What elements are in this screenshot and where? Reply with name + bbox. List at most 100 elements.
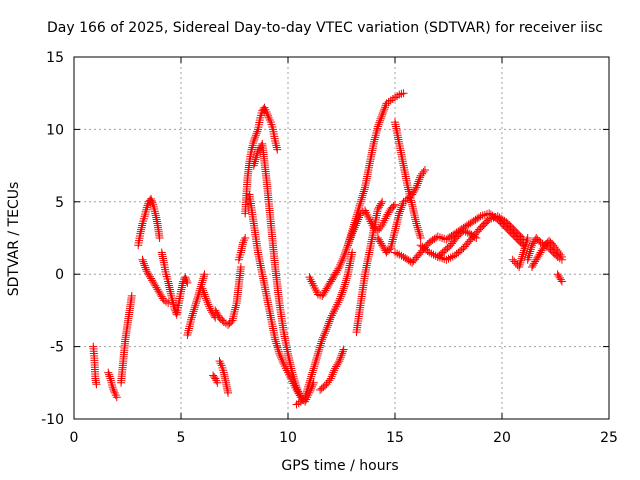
data-point: [272, 339, 281, 348]
data-point: [253, 149, 262, 158]
data-point: [192, 297, 201, 306]
data-point: [395, 250, 404, 259]
data-point: [104, 370, 113, 379]
data-point: [516, 258, 525, 267]
data-point: [478, 211, 487, 220]
data-point: [151, 281, 160, 290]
data-point: [391, 248, 399, 257]
data-point: [249, 136, 258, 145]
data-point: [316, 341, 325, 350]
data-point: [347, 231, 356, 240]
data-point: [139, 257, 148, 266]
data-point: [142, 267, 151, 276]
data-point: [444, 254, 453, 263]
data-point: [143, 269, 152, 278]
x-tick-label: 5: [177, 430, 186, 446]
data-point: [356, 197, 365, 206]
data-point: [277, 353, 286, 362]
data-point: [340, 280, 349, 289]
data-point: [319, 331, 328, 340]
data-point: [313, 349, 322, 358]
data-point: [164, 299, 173, 308]
data-point: [189, 307, 198, 316]
data-point: [337, 351, 346, 360]
data-point: [255, 145, 264, 154]
data-point: [154, 287, 163, 296]
data-point: [525, 249, 534, 258]
data-point: [346, 235, 355, 244]
data-point: [315, 345, 324, 354]
data-point: [325, 317, 334, 326]
data-point: [522, 238, 531, 247]
data-point: [109, 385, 118, 394]
data-point: [317, 339, 326, 348]
data-point: [384, 97, 393, 106]
data-point: [264, 111, 273, 120]
data-point: [251, 133, 260, 142]
data-point: [149, 278, 158, 287]
data-point: [378, 241, 387, 250]
data-point: [292, 383, 301, 392]
data-point: [140, 261, 149, 270]
data-point: [323, 321, 332, 330]
data-point: [327, 372, 336, 381]
data-point: [397, 89, 406, 98]
data-point: [262, 108, 271, 117]
data-point: [337, 290, 346, 299]
data-point: [301, 391, 310, 400]
data-point: [384, 208, 393, 217]
data-point: [291, 381, 300, 390]
data-point: [323, 282, 332, 291]
data-point: [290, 374, 299, 383]
data-point: [359, 189, 368, 198]
data-point: [380, 105, 389, 114]
data-point: [273, 145, 282, 154]
data-point: [158, 294, 167, 303]
x-tick-label: 15: [386, 430, 404, 446]
data-point: [310, 362, 319, 371]
y-tick-label: 10: [46, 122, 64, 138]
data-point: [249, 161, 258, 170]
data-point: [199, 288, 208, 297]
data-point: [253, 127, 262, 136]
data-point: [303, 385, 312, 394]
data-point: [339, 284, 348, 293]
data-point: [330, 366, 339, 375]
data-point: [326, 277, 335, 286]
data-point: [358, 207, 367, 216]
data-point: [487, 214, 496, 223]
data-point: [374, 203, 383, 212]
data-point: [415, 173, 424, 182]
data-point: [535, 250, 544, 259]
data-point: [323, 323, 332, 332]
data-point: [557, 252, 566, 261]
data-points: [89, 89, 566, 409]
data-point: [354, 204, 363, 213]
data-point: [190, 305, 199, 314]
data-point: [393, 92, 402, 101]
data-point: [536, 238, 545, 247]
data-point: [308, 368, 317, 377]
data-point: [328, 273, 337, 282]
data-point: [251, 155, 260, 164]
plot-frame: [73, 56, 610, 420]
data-point: [327, 275, 336, 284]
data-point: [376, 237, 385, 246]
data-point: [344, 239, 353, 248]
data-point: [339, 345, 348, 354]
data-point: [369, 223, 378, 232]
data-point: [147, 274, 156, 283]
data-point: [250, 135, 259, 144]
data-point: [318, 335, 327, 344]
data-point: [276, 351, 285, 360]
data-point: [420, 165, 429, 174]
data-point: [147, 196, 156, 205]
data-point: [485, 215, 494, 224]
data-point: [336, 294, 345, 303]
data-point: [350, 223, 359, 232]
data-point: [530, 259, 539, 268]
data-point: [527, 241, 536, 250]
data-point: [288, 368, 297, 377]
data-point: [376, 114, 385, 123]
